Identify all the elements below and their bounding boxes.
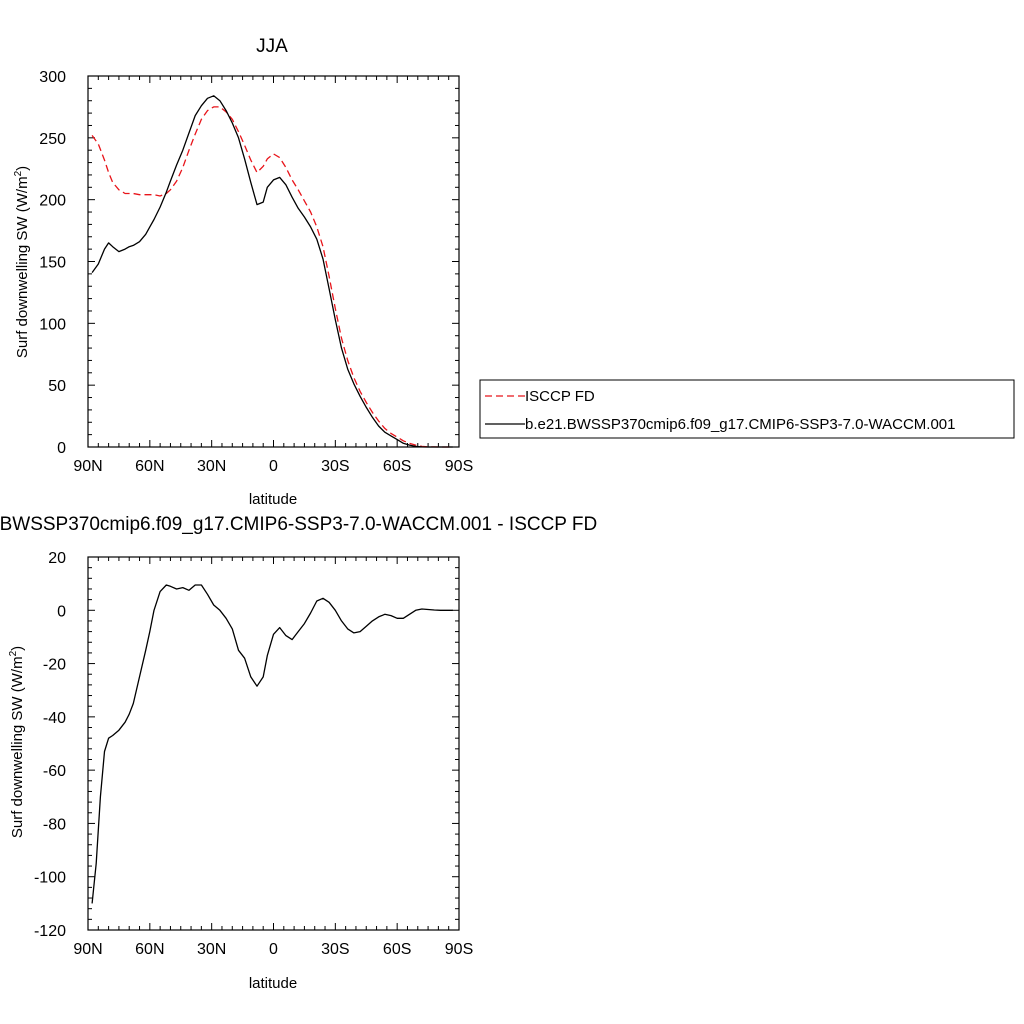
axes-frame-difference bbox=[87, 556, 460, 931]
x-tick-label: 60N bbox=[135, 458, 164, 475]
y-tick-label: -60 bbox=[43, 763, 66, 780]
legend-box bbox=[479, 379, 1015, 439]
x-tick-label: 30N bbox=[197, 941, 226, 958]
x-tick-label: 90S bbox=[445, 941, 473, 958]
legend-label-isccp: ISCCP FD bbox=[525, 388, 595, 405]
y-tick-label: -80 bbox=[43, 816, 66, 833]
y-tick-labels-difference: -120 -100 -80 -60 -40 -20 0 20 bbox=[34, 550, 66, 940]
series-line-0 bbox=[91, 584, 453, 904]
chart-title-difference: b.e21.BWSSP370cmip6.f09_g17.CMIP6-SSP3-7… bbox=[0, 514, 597, 535]
legend-label-model: b.e21.BWSSP370cmip6.f09_g17.CMIP6-SSP3-7… bbox=[525, 416, 955, 433]
y-tick-label: 0 bbox=[57, 440, 66, 457]
y-tick-label: -120 bbox=[34, 923, 66, 940]
x-axis-label: latitude bbox=[249, 491, 297, 508]
x-tick-label: 30S bbox=[321, 941, 349, 958]
y-tick-label: 300 bbox=[39, 69, 66, 86]
chart-title: JJA bbox=[256, 36, 288, 57]
x-tick-label: 30N bbox=[197, 458, 226, 475]
x-tick-label: 60S bbox=[383, 458, 411, 475]
y-tick-label: 50 bbox=[48, 378, 66, 395]
data-lines bbox=[91, 95, 453, 448]
y-axis-label-difference: Surf downwelling SW (W/m2) bbox=[8, 646, 26, 838]
y-tick-label: -40 bbox=[43, 710, 66, 727]
y-tick-label: -20 bbox=[43, 657, 66, 674]
x-tick-label: 60S bbox=[383, 941, 411, 958]
y-tick-label: 0 bbox=[57, 603, 66, 620]
data-lines-difference bbox=[91, 584, 453, 904]
x-tick-label: 0 bbox=[269, 941, 278, 958]
plot-frame bbox=[87, 75, 460, 448]
x-tick-labels-difference: 90N 60N 30N 0 30S 60S 90S bbox=[73, 941, 473, 958]
x-tick-label: 0 bbox=[269, 458, 278, 475]
x-tick-label: 90S bbox=[445, 458, 473, 475]
x-axis-label-difference: latitude bbox=[249, 975, 297, 992]
legend: ISCCP FD b.e21.BWSSP370cmip6.f09_g17.CMI… bbox=[479, 379, 1015, 439]
y-tick-label: 200 bbox=[39, 193, 66, 210]
series-line-0 bbox=[91, 106, 453, 448]
y-tick-label: 20 bbox=[48, 550, 66, 567]
x-tick-labels: 90N 60N 30N 0 30S 60S 90S bbox=[73, 458, 473, 475]
y-tick-label: 100 bbox=[39, 316, 66, 333]
x-tick-label: 90N bbox=[73, 941, 102, 958]
plot-frame bbox=[87, 556, 460, 931]
series-line-1 bbox=[91, 95, 453, 448]
x-tick-label: 90N bbox=[73, 458, 102, 475]
y-tick-label: 150 bbox=[39, 255, 66, 272]
y-tick-label: 250 bbox=[39, 131, 66, 148]
x-tick-label: 30S bbox=[321, 458, 349, 475]
y-tick-label: -100 bbox=[34, 870, 66, 887]
panel-difference: b.e21.BWSSP370cmip6.f09_g17.CMIP6-SSP3-7… bbox=[0, 514, 597, 992]
y-axis-label: Surf downwelling SW (W/m2) bbox=[13, 166, 31, 358]
axes-frame bbox=[87, 75, 460, 448]
x-tick-label: 60N bbox=[135, 941, 164, 958]
y-tick-labels: 0 50 100 150 200 250 300 bbox=[39, 69, 66, 457]
